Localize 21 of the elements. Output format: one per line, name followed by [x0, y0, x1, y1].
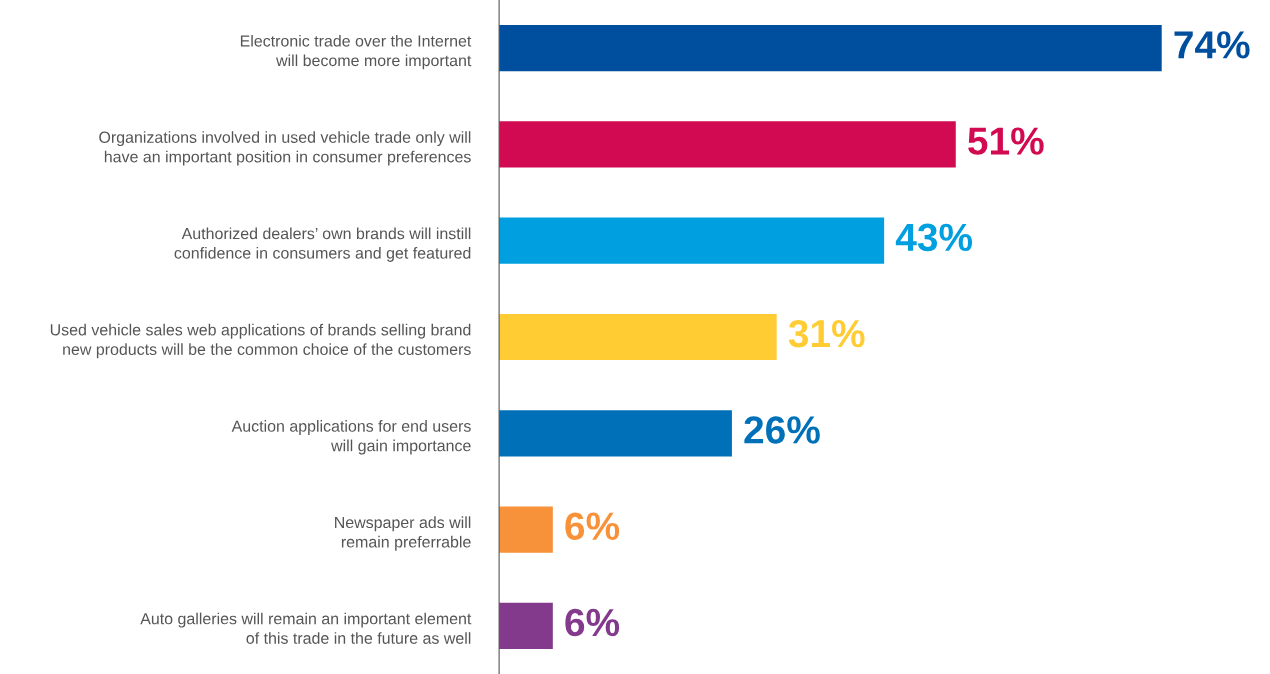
data-label: 26% — [744, 416, 820, 444]
bar — [499, 121, 956, 168]
bar — [499, 506, 553, 553]
data-label: 74% — [1174, 31, 1250, 59]
bar — [499, 313, 777, 361]
bar — [499, 25, 1162, 72]
y-tick-label: Authorized dealers’ own brands will instill confidence in consumers and get featured — [174, 227, 471, 262]
bar — [499, 217, 885, 264]
data-label: 51% — [968, 127, 1044, 155]
data-label: 43% — [895, 223, 973, 252]
bar — [499, 410, 732, 457]
y-tick-label: Auction applications for end users will gain importance — [231, 420, 471, 455]
y-tick-label: Electronic trade over the Internet will become more important — [240, 34, 472, 70]
y-tick-label: Used vehicle sales web applications of brands selling brand new products will be the common choice of the customers — [50, 323, 471, 359]
y-tick-label: Newspaper ads will remain preferrable — [335, 516, 471, 551]
y-tick-label: Auto galleries will remain an important element of this trade in the future as well — [140, 612, 472, 644]
data-label: 6% — [565, 608, 620, 637]
y-tick-label: Organizations involved in used vehicle trade only will have an important position in consumer preferences — [99, 131, 471, 166]
data-label: 31% — [788, 319, 865, 348]
data-label: 6% — [565, 512, 620, 541]
bar — [499, 602, 553, 649]
